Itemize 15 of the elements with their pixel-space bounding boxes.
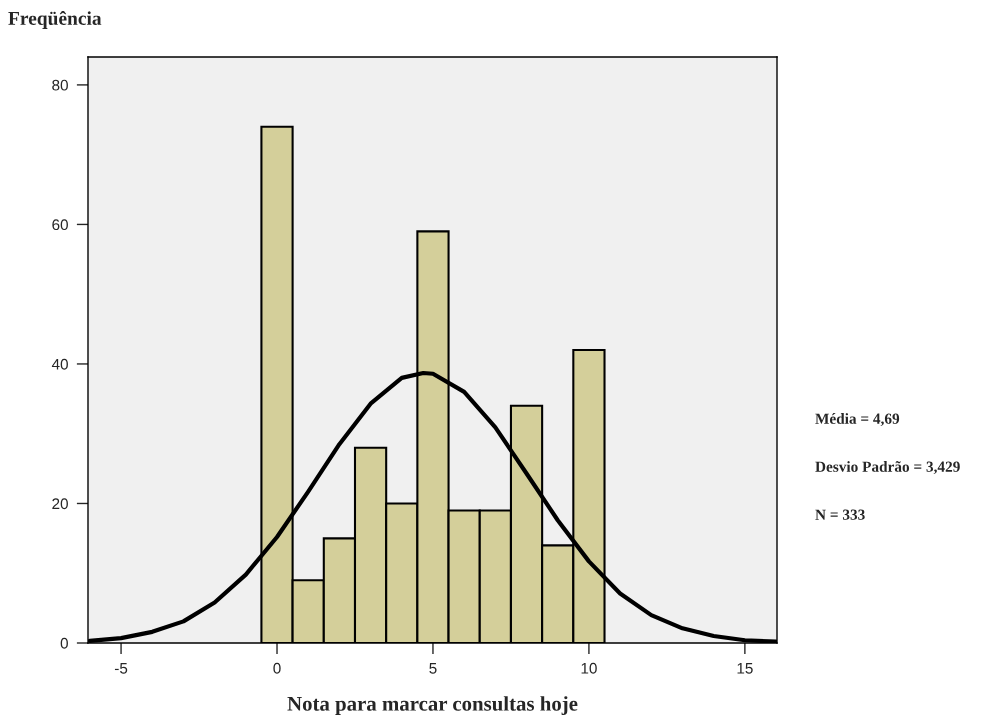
x-tick-label: 15 <box>737 663 753 674</box>
y-tick-label: 40 <box>51 358 68 370</box>
x-axis-title: Nota para marcar consultas hoje <box>287 696 578 716</box>
x-tick-label: 10 <box>581 662 597 674</box>
x-tick-label: -5 <box>114 663 128 674</box>
x-tick-label: 5 <box>429 663 437 674</box>
y-tick-label: 60 <box>52 219 68 231</box>
text: Média = 4,69 <box>815 413 900 427</box>
text: Desvio Padrão = 3,429 <box>815 461 960 475</box>
text: N = 333 <box>815 509 865 520</box>
y-tick-label: 0 <box>60 637 68 649</box>
y-tick-label: 20 <box>52 498 68 510</box>
y-axis-title: Freqüência <box>8 11 102 29</box>
x-tick-label: 0 <box>273 662 281 674</box>
y-tick-label: 80 <box>52 79 68 91</box>
